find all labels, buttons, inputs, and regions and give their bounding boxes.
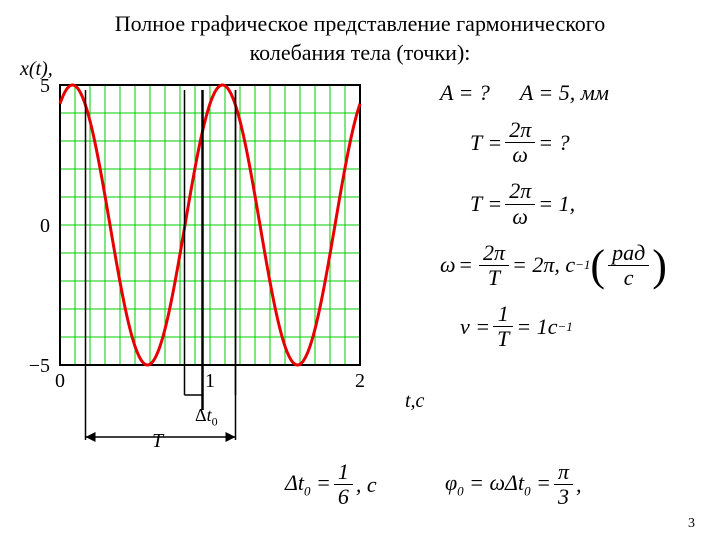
sine-chart: −505012: [10, 75, 450, 495]
paren-close: ): [652, 248, 667, 283]
formula-omega: ω = 2π T = 2π, с−1 ( рад с ): [440, 241, 667, 290]
frac-1-6: 1 6: [334, 460, 353, 509]
frac-2pi-omega-2: 2π ω: [505, 179, 535, 228]
svg-text:0: 0: [55, 370, 65, 392]
title-line-2: колебания тела (точки):: [250, 40, 471, 65]
trailing-comma: ,: [576, 472, 582, 498]
nu-answer: = 1с: [516, 314, 557, 340]
formula-phi0: φ0 = ωΔt0 = π 3 ,: [445, 460, 581, 509]
formula-T-answer: T = 2π ω = 1,: [470, 179, 667, 228]
formulas-block: A = ? A = 5, мм T = 2π ω = ? T = 2π ω = …: [440, 80, 667, 364]
svg-text:5: 5: [40, 75, 50, 97]
period-T-label: T: [152, 430, 163, 453]
omega-lhs: ω: [440, 252, 456, 278]
comma-s: , с: [356, 472, 377, 498]
delta-t-label: Δt0: [195, 405, 218, 430]
T-equals-1: = 1,: [538, 191, 575, 217]
frac-1-T: 1 T: [493, 302, 513, 351]
slide-title: Полное графическое представление гармони…: [0, 0, 720, 67]
formula-nu: ν = 1 T = 1с−1: [460, 302, 667, 351]
paren-open: (: [590, 248, 605, 283]
A-answer: A = 5, мм: [520, 80, 609, 106]
frac-2pi-T: 2π T: [479, 241, 509, 290]
T-eq-lhs: T =: [470, 130, 502, 156]
page-number: 3: [688, 516, 695, 532]
nu-lhs: ν =: [460, 314, 490, 340]
omega-value: = 2π, с: [512, 252, 575, 278]
title-line-1: Полное графическое представление гармони…: [115, 11, 606, 36]
formula-T-question: T = 2π ω = ?: [470, 118, 667, 167]
formula-A: A = ? A = 5, мм: [440, 80, 667, 106]
frac-2pi-omega-1: 2π ω: [505, 118, 535, 167]
chart-container: −505012: [10, 75, 450, 500]
svg-text:2: 2: [355, 370, 365, 392]
x-axis-label: t,с: [405, 390, 424, 413]
svg-text:1: 1: [205, 370, 215, 392]
T-question-mark: = ?: [538, 130, 569, 156]
frac-pi-3: π 3: [554, 460, 573, 509]
frac-rad-s: рад с: [608, 241, 649, 290]
svg-text:−5: −5: [29, 355, 50, 377]
formula-delta-t0: Δt0 = 1 6 , с: [285, 460, 377, 509]
T-eq-lhs-2: T =: [470, 191, 502, 217]
A-question: A = ?: [440, 80, 490, 106]
svg-text:0: 0: [40, 215, 50, 237]
